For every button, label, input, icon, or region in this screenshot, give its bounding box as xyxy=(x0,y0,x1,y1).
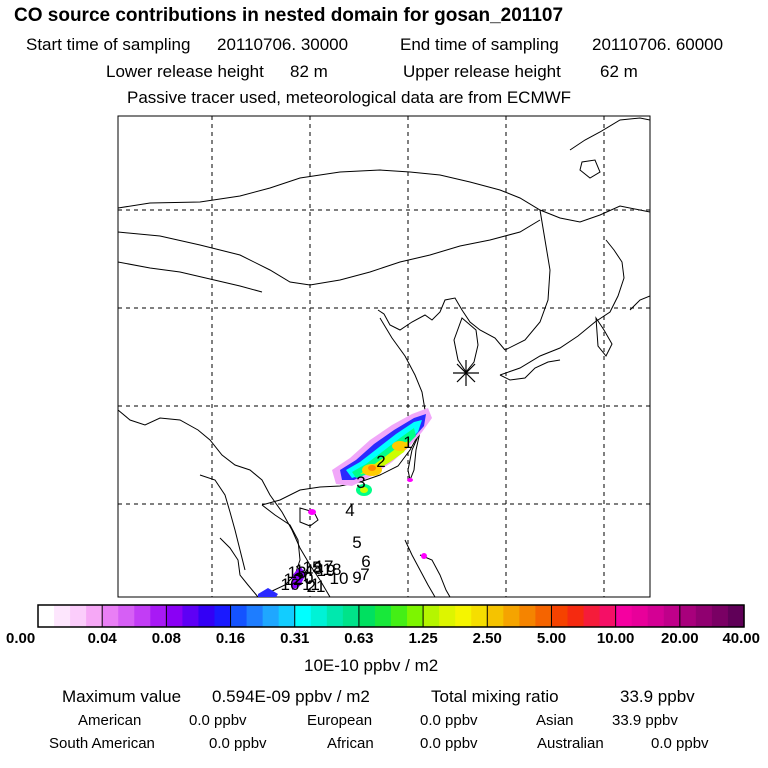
start-time-value: 20110706. 30000 xyxy=(217,35,349,54)
trajectory-label: 19 xyxy=(317,561,336,580)
trajectory-label: 15 xyxy=(303,558,322,577)
trajectory-label: 13 xyxy=(288,563,307,582)
trajectory-label: 12 xyxy=(284,570,303,589)
region-name: African xyxy=(327,735,374,752)
tracer-note: Passive tracer used, meteorological data… xyxy=(127,88,572,107)
trajectory-label: 16 xyxy=(281,575,300,594)
upper-release-value: 62 m xyxy=(600,62,638,81)
trajectory-label: 7 xyxy=(360,565,369,584)
plot-title: CO source contributions in nested domain… xyxy=(14,5,564,26)
region-value: 0.0 ppbv xyxy=(189,712,247,729)
trajectory-label: 20 xyxy=(295,569,314,588)
region-value: 0.0 ppbv xyxy=(420,712,478,729)
colorbar-tick-label: 0.00 xyxy=(6,630,36,647)
region-name: Asian xyxy=(536,712,574,729)
end-time-value: 20110706. 60000 xyxy=(592,35,724,54)
colorbar-tick-label: 0.63 xyxy=(344,630,374,647)
upper-release-label: Upper release height xyxy=(403,62,561,81)
max-value: 0.594E-09 ppbv / m2 xyxy=(212,687,370,706)
trajectory-label: 18 xyxy=(323,560,342,579)
colorbar-tick-label: 2.50 xyxy=(472,630,502,647)
asterisk-icon xyxy=(453,360,479,386)
total-mixing-value: 33.9 ppbv xyxy=(620,687,695,706)
region-value: 0.0 ppbv xyxy=(651,735,709,752)
colorbar-tick-label: 0.16 xyxy=(215,630,246,647)
trajectory-label: 10 xyxy=(330,569,349,588)
trajectory-label: 6 xyxy=(361,552,370,571)
co-plume xyxy=(258,408,432,597)
trajectory-label: 17 xyxy=(315,557,334,576)
trajectory-label: 14 xyxy=(295,561,314,580)
region-name: European xyxy=(307,712,373,729)
total-mixing-label: Total mixing ratio xyxy=(431,687,559,706)
colorbar-tick-label: 1.25 xyxy=(408,630,438,647)
trajectory-label: 11 xyxy=(302,575,320,594)
region-value: 0.0 ppbv xyxy=(420,735,478,752)
trajectory-label: 3 xyxy=(356,473,365,492)
trajectory-label: 4 xyxy=(345,501,354,520)
map-gridlines xyxy=(118,116,650,597)
colorbar-tick-label: 0.08 xyxy=(151,630,181,647)
colorbar-tick-label: 20.00 xyxy=(661,630,699,647)
colorbar-tick-label: 0.04 xyxy=(87,630,117,647)
colorbar-units: 10E-10 ppbv / m2 xyxy=(304,656,439,675)
trajectory-label: 9 xyxy=(352,568,361,587)
colorbar-tick-label: 40.00 xyxy=(722,630,760,647)
max-value-label: Maximum value xyxy=(62,687,182,706)
coastlines xyxy=(118,117,650,597)
region-name: South American xyxy=(49,735,155,752)
trajectory-label: 5 xyxy=(352,533,361,552)
colorbar-tick-label: 10.00 xyxy=(596,630,635,647)
trajectory-label: 21 xyxy=(307,577,326,596)
trajectory-label: 2 xyxy=(376,452,385,471)
region-value: 33.9 ppbv xyxy=(612,712,678,729)
end-time-label: End time of sampling xyxy=(400,35,559,54)
trajectory-label: 8 xyxy=(313,559,322,578)
region-name: American xyxy=(78,712,142,729)
colorbar-tick-label: 5.00 xyxy=(536,630,567,647)
region-value: 0.0 ppbv xyxy=(209,735,267,752)
lower-release-value: 82 m xyxy=(290,62,328,81)
region-name: Australian xyxy=(537,735,604,752)
trajectory-label: 1 xyxy=(403,433,412,452)
map-frame xyxy=(117,115,651,598)
colorbar-tick-label: 0.31 xyxy=(280,630,310,647)
start-time-label: Start time of sampling xyxy=(26,35,191,54)
lower-release-label: Lower release height xyxy=(106,62,264,81)
